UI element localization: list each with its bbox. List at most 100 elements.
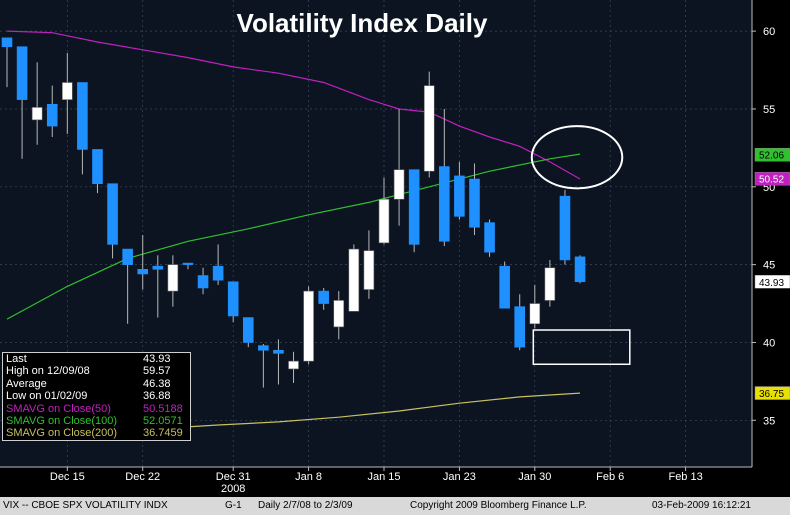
candle-body [92,149,103,184]
candle-body [393,169,405,200]
stats-value: 59.57 [143,365,171,378]
stats-label: Low on 01/02/09 [6,390,88,403]
candle [31,62,43,145]
candle [499,261,510,309]
x-axis: Dec 15 Dec 22 Dec 31 Jan 8 Jan 15 Jan 23 Jan 3… [0,466,752,495]
stats-label: Average [6,377,47,390]
y-tick-label: 60 [763,26,775,38]
candle [197,267,209,295]
candle-body [31,107,43,121]
candle [92,149,103,194]
candle [423,71,435,178]
stats-value: 52.0571 [143,414,183,427]
x-tick-label: Jan 30 [518,471,551,483]
candle [318,287,329,310]
candle-body [454,175,465,217]
candle [242,317,254,348]
candle [1,37,13,88]
stats-value: 36.7459 [143,427,183,440]
stats-value: 50.5188 [143,402,183,415]
candle [348,244,360,312]
stats-row: SMAVG on Close(100) 52.0571 [3,415,190,427]
candle [303,286,314,365]
candle-body [544,267,556,301]
candle-body [46,103,58,127]
x-tick-label: Jan 8 [295,471,322,483]
candle-body [348,248,360,312]
chart-title: Volatility Index Daily [237,8,488,38]
candle [273,339,284,385]
candle [167,255,179,307]
x-tick-label: Jan 15 [367,471,400,483]
stats-row: Last 43.93 [3,353,190,365]
x-tick-label: Feb 13 [668,471,702,483]
footer-range: Daily 2/7/08 to 2/3/09 [258,500,353,511]
stats-legend: Last 43.93 High on 12/09/08 59.57 Average 46.… [2,352,191,441]
candle [529,284,541,329]
last-price-tag-bg [754,275,790,289]
sma-line [142,392,581,431]
y-tick-label: 55 [763,104,775,116]
sma200-tag-bg [754,386,790,400]
footer-timestamp: 03-Feb-2009 16:12:21 [652,500,751,511]
candle [514,294,526,351]
sma-line [6,30,581,180]
candle-body [303,290,314,362]
stats-row: Low on 01/02/09 36.88 [3,390,190,402]
candle [454,161,465,220]
candle [393,108,405,226]
x-tick-label: Dec 22 [125,471,160,483]
candle-body [1,37,13,47]
candle-body [242,317,254,343]
candle [62,52,73,134]
stats-value: 36.88 [143,390,171,403]
x-year-label: 2008 [221,483,245,495]
candle [227,281,239,323]
candle-body [167,264,179,292]
candle [16,46,28,159]
footer-bar: VIX -- CBOE SPX VOLATILITY INDX G-1 Dail… [0,497,790,515]
candle [107,183,118,259]
y-tick-label: 40 [763,337,775,349]
sma50-tag-bg [754,171,790,186]
annotation-ellipse [530,125,624,190]
candle [212,244,224,285]
stats-value: 43.93 [143,353,171,365]
candle-body [152,265,164,270]
candle [77,82,88,175]
stats-label: SMAVG on Close(200) [6,427,118,440]
x-tick-label: Dec 15 [50,471,85,483]
candle [258,344,269,388]
sma-line [6,153,581,320]
candle [182,262,194,270]
x-tick-label: Jan 23 [443,471,476,483]
candle-body [107,183,118,245]
candle [469,163,480,236]
x-tick-label: Dec 31 [216,471,251,483]
last-price-tag: 43.93 [759,278,784,289]
sma200-tag: 36.75 [759,389,784,400]
candle [408,169,420,253]
candle-body [423,85,435,172]
y-tick-label: 45 [763,260,775,272]
candle-body [408,169,420,245]
sma100-tag-bg [754,147,790,162]
candle [137,235,149,290]
candle [152,255,164,318]
candle [378,177,390,245]
candle [574,255,586,284]
candle-body [227,281,239,317]
candle-body [333,300,345,328]
candle [559,189,571,265]
annotations [530,125,631,366]
candle-body [288,360,299,370]
candle-body [574,256,586,283]
candle [363,230,375,299]
candle [333,291,345,340]
moving-averages [6,30,581,431]
candle-body [363,250,375,290]
footer-security: VIX -- CBOE SPX VOLATILITY INDX [3,500,168,511]
candle [544,259,556,307]
